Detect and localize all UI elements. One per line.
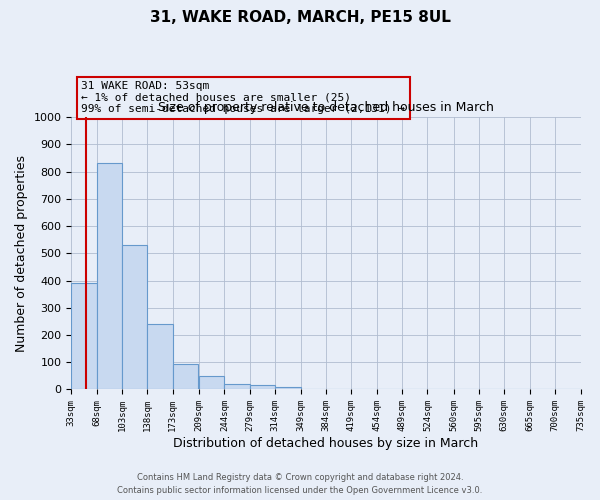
X-axis label: Distribution of detached houses by size in March: Distribution of detached houses by size …: [173, 437, 478, 450]
Bar: [250, 386, 275, 390]
Text: Contains HM Land Registry data © Crown copyright and database right 2024.
Contai: Contains HM Land Registry data © Crown c…: [118, 474, 482, 495]
Text: 31 WAKE ROAD: 53sqm
← 1% of detached houses are smaller (25)
99% of semi-detache: 31 WAKE ROAD: 53sqm ← 1% of detached hou…: [82, 81, 406, 114]
Y-axis label: Number of detached properties: Number of detached properties: [15, 155, 28, 352]
Title: Size of property relative to detached houses in March: Size of property relative to detached ho…: [158, 102, 494, 114]
Text: 31, WAKE ROAD, MARCH, PE15 8UL: 31, WAKE ROAD, MARCH, PE15 8UL: [149, 10, 451, 25]
Bar: [199, 376, 224, 390]
Bar: [97, 164, 122, 390]
Bar: [275, 386, 301, 390]
Bar: [71, 283, 97, 390]
Bar: [122, 245, 148, 390]
Bar: [148, 324, 173, 390]
Bar: [224, 384, 250, 390]
Bar: [173, 364, 198, 390]
